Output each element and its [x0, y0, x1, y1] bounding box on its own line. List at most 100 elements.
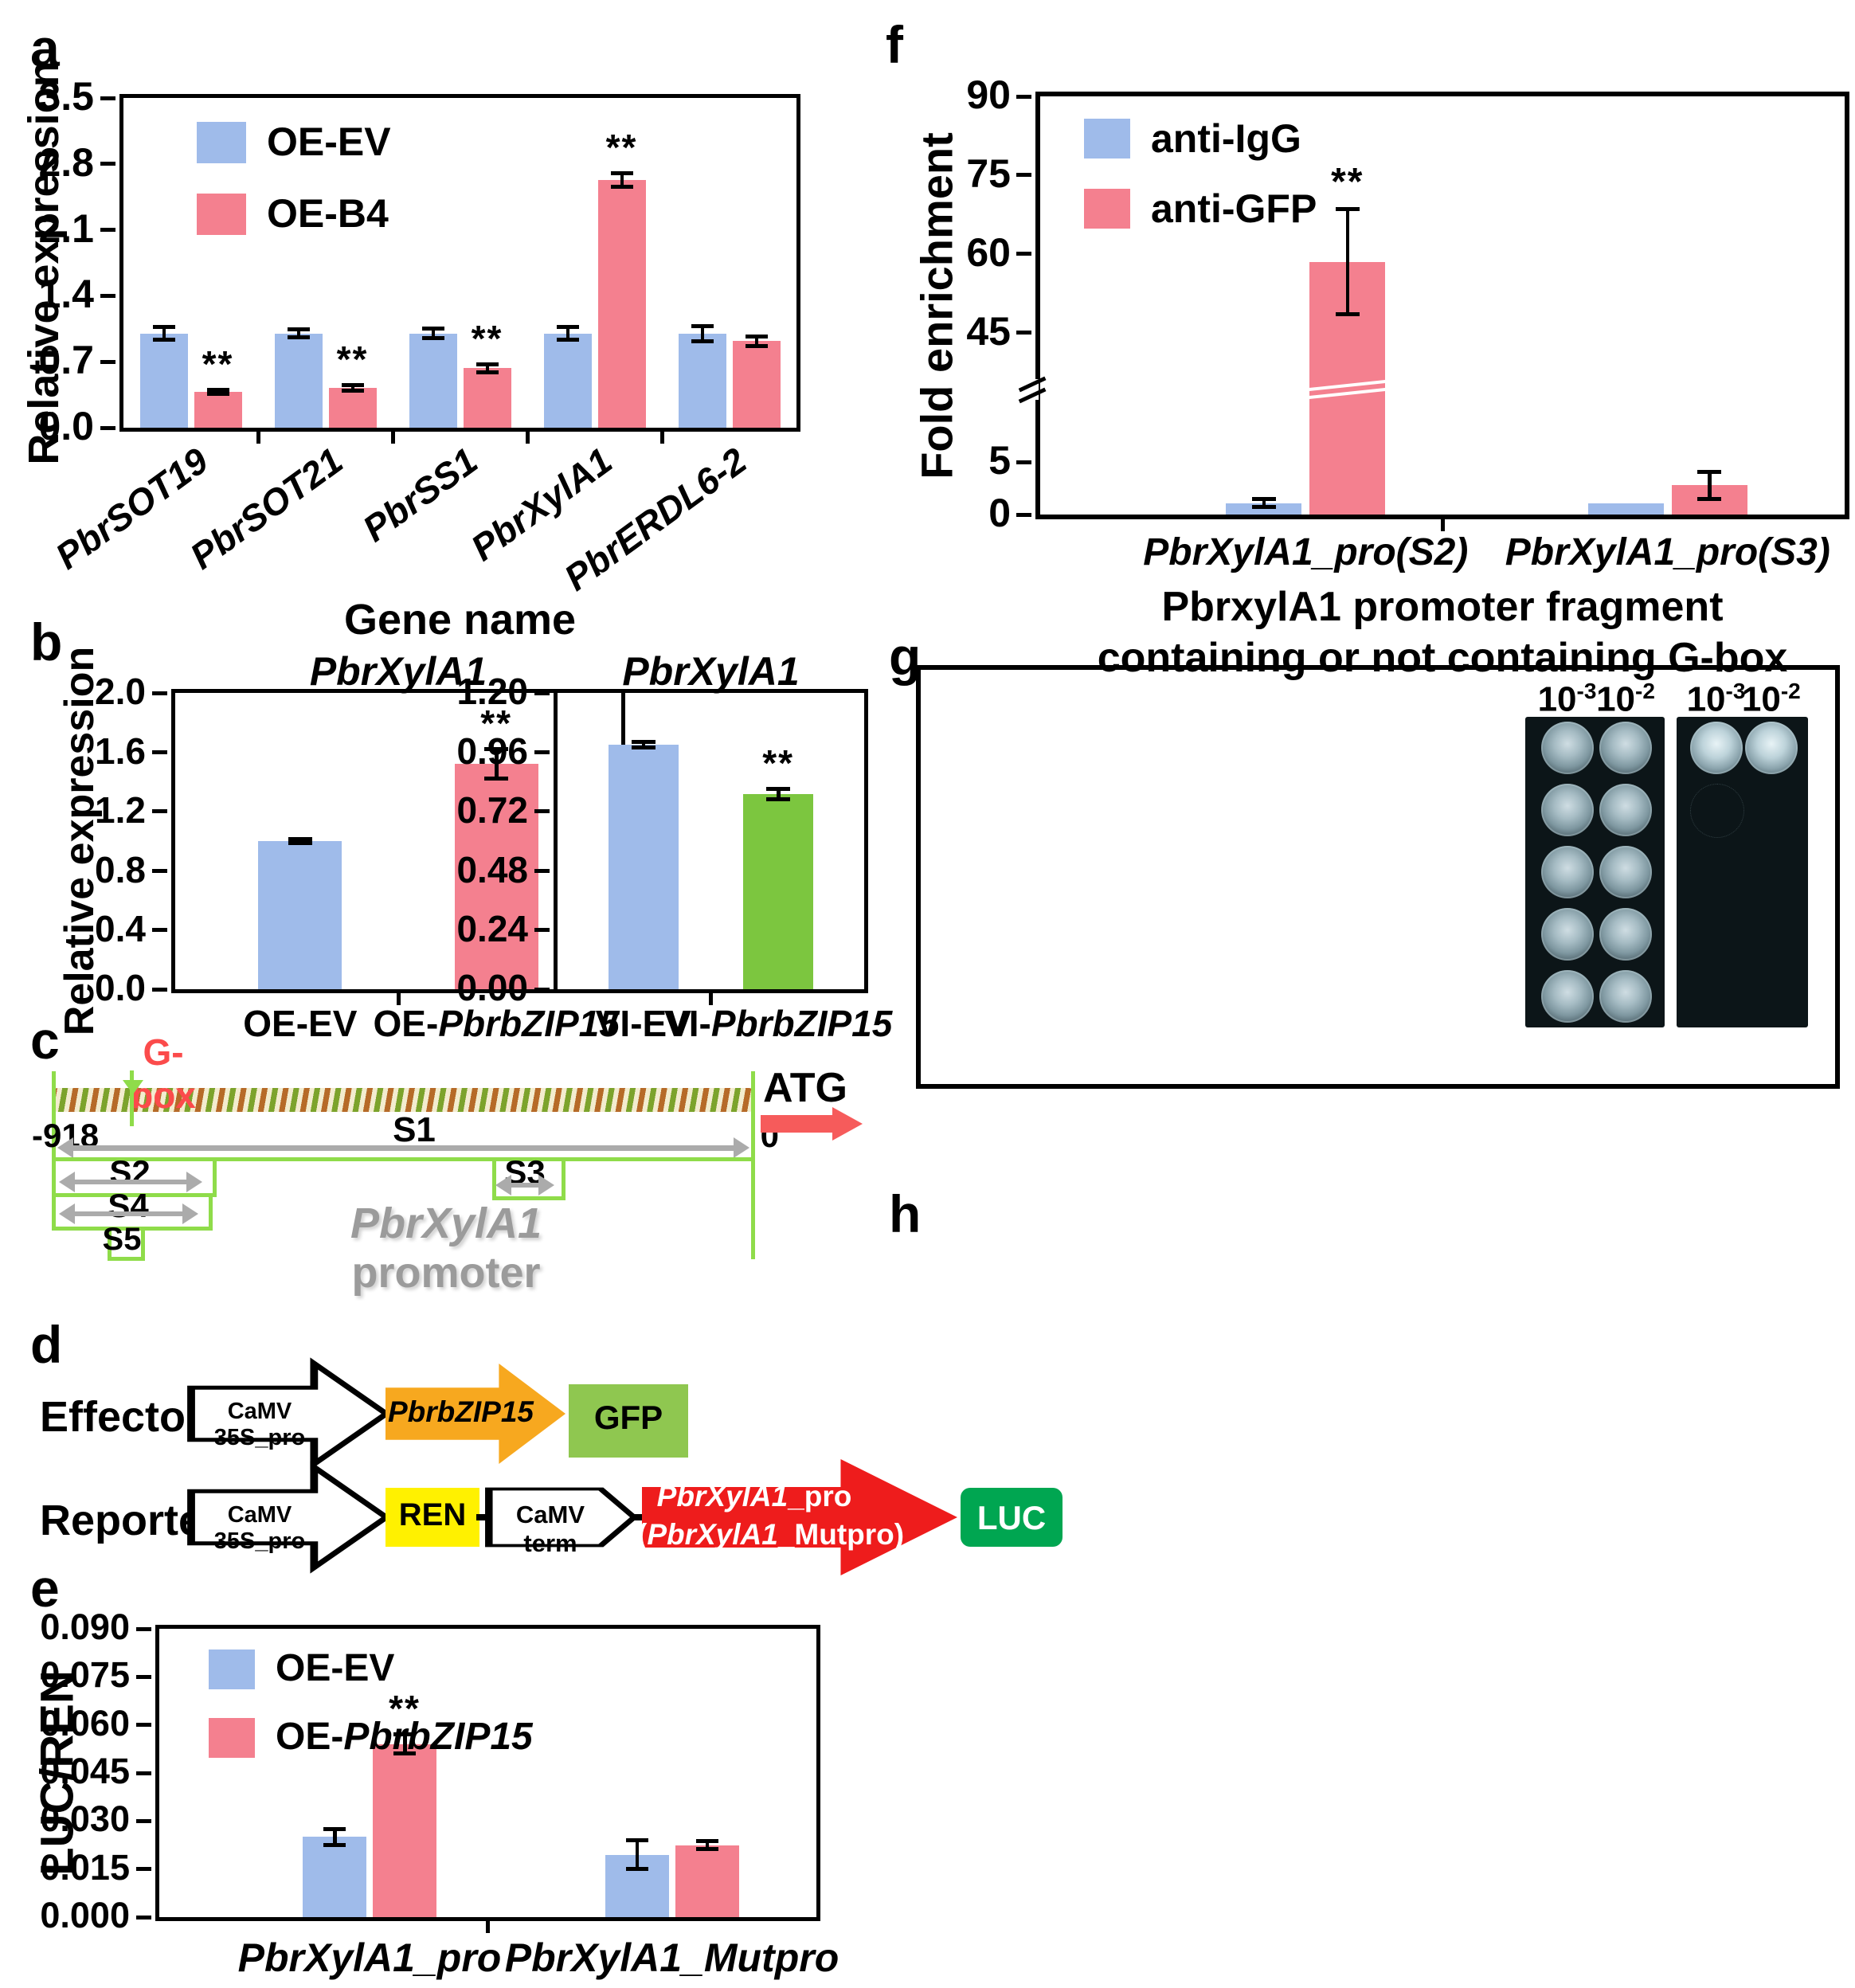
yeast-spot-full: [1540, 908, 1594, 961]
effector-label: Effector: [40, 1393, 203, 1441]
x-tick: [486, 1921, 490, 1933]
reporter-label: Reporter: [40, 1497, 220, 1544]
legend-swatch: [1084, 189, 1130, 229]
gbox-label: G-box: [131, 1031, 196, 1116]
plot-box: 0 5 45 60 75 90 ** PbrXylA1_pro(S2) PbrXylA1_pro…: [912, 72, 1849, 681]
error-bar-cap: [1251, 497, 1276, 502]
error-bar-cap: [1335, 312, 1360, 317]
x-category-text: PbrSOT21: [182, 439, 351, 577]
yeast-spot-full: [1599, 908, 1652, 961]
promoter-right-boundary: [751, 1071, 755, 1259]
error-bar-line: [333, 1829, 337, 1845]
y-tick: [136, 1771, 151, 1775]
y-tick: [1016, 460, 1031, 464]
x-tick: [1440, 519, 1445, 531]
significance-stars: **: [1331, 160, 1364, 203]
text-seg: OE-EV: [243, 1003, 358, 1044]
error-bar-cap: [323, 1826, 346, 1831]
text-seg: VI-: [664, 1003, 711, 1044]
bar: [454, 764, 538, 989]
legend-swatch: [197, 122, 246, 163]
error-bar-cap: [393, 1732, 416, 1737]
promoter-name-label: PbrXylA1 promoter: [255, 1199, 637, 1297]
x-category-label: PbrXylA1_pro(S2): [1066, 530, 1544, 574]
dna-helix: [52, 1088, 755, 1112]
bar: [678, 333, 726, 428]
error-bar-line: [298, 839, 303, 843]
double-arrow-right-icon: [538, 1175, 554, 1196]
y-tick: [534, 928, 550, 933]
error-bar-cap: [556, 338, 579, 342]
yeast-spot-full: [1540, 970, 1594, 1023]
bar: [139, 333, 188, 428]
y-tick-label: 0.48: [456, 848, 528, 890]
text-seg: PbrXylA1: [350, 1199, 542, 1247]
error-bar-line: [403, 1734, 407, 1754]
y-tick: [1016, 252, 1031, 256]
bar: [373, 1743, 436, 1917]
significance-stars: **: [480, 702, 513, 744]
dilution-text: 10: [1537, 679, 1577, 719]
promoter-left-boundary: [52, 1071, 56, 1227]
s2-box: [52, 1161, 217, 1197]
double-arrow-line: [72, 1180, 190, 1184]
s4-label: S4: [108, 1187, 149, 1224]
error-bar-line: [641, 742, 646, 748]
y-axis-title: Fold enrichment: [911, 131, 962, 479]
ren-label: REN: [398, 1497, 467, 1532]
y-tick: [100, 359, 115, 364]
atg-arrow-body: [761, 1115, 832, 1133]
error-bar-cap: [695, 1846, 718, 1851]
y-tick: [100, 96, 115, 100]
text-seg: _pro: [788, 1480, 852, 1513]
error-bar-cap: [1697, 469, 1722, 474]
bar: [463, 368, 511, 428]
error-bar-line: [705, 1841, 709, 1849]
yeast-spot-full_bright: [1744, 722, 1798, 774]
bar: [258, 841, 342, 989]
text-seg: VI-EV: [595, 1003, 691, 1044]
legend-label: anti-IgG: [1151, 116, 1301, 161]
error-bar-line: [296, 329, 300, 338]
y-tick: [152, 749, 167, 754]
y-tick-label: 2.0: [95, 671, 146, 713]
y-tick-label: 0.045: [40, 1751, 130, 1792]
y-axis-title: Relative expression: [57, 646, 103, 1036]
plot-box: 0.0 0.4 0.8 1.2 1.6 2.0 ** OE-EV OE-PbrbZIP15 Pbr…: [57, 647, 625, 1044]
yeast-spot-full: [1540, 722, 1594, 774]
error-bar-cap: [341, 383, 364, 388]
double-arrow-left-icon: [57, 1137, 73, 1158]
reporter-promoter-line1: PbrXylA1_pro: [647, 1480, 862, 1513]
double-arrow-line: [70, 1145, 737, 1151]
yeast-spot-scatter: [1689, 784, 1744, 838]
gbox-arrow-line: [130, 1070, 134, 1126]
error-bar-cap: [288, 841, 312, 846]
y-tick-label: 0.060: [40, 1702, 130, 1743]
bar: [543, 333, 592, 428]
text-seg: PbrbZIP15: [710, 1003, 893, 1044]
double-arrow-right-icon: [182, 1203, 198, 1224]
s5-label: S5: [102, 1222, 142, 1257]
dilution-text: 10: [1596, 679, 1636, 719]
error-bar-cap: [1335, 207, 1360, 212]
panel-f-label: f: [886, 15, 903, 74]
error-bar-cap: [206, 388, 229, 393]
error-bar-cap: [1697, 496, 1722, 501]
double-arrow-right-icon: [734, 1137, 749, 1158]
bar-chart-fold-enrichment: 0 5 45 60 75 90 ** PbrXylA1_pro(S2) PbrXylA1_pro…: [912, 72, 1855, 828]
text-seg: PbrbZIP15: [343, 1716, 533, 1758]
s5-box: [108, 1227, 145, 1261]
error-bar-cap: [288, 836, 312, 841]
atg-arrow-head-icon: [832, 1107, 863, 1141]
error-bar-cap: [421, 327, 444, 331]
y-axis-title: Relative expression: [20, 61, 68, 465]
error-bar-cap: [475, 362, 499, 367]
gfp-box: [569, 1384, 688, 1458]
y-tick-label: 0.24: [456, 908, 528, 950]
y-tick: [136, 1915, 151, 1920]
bar: [732, 341, 781, 428]
yeast-spot-full: [1599, 784, 1652, 836]
error-bar-line: [485, 364, 489, 373]
camv-term-shape: [485, 1487, 639, 1548]
y-tick-label: 0.96: [456, 730, 528, 772]
